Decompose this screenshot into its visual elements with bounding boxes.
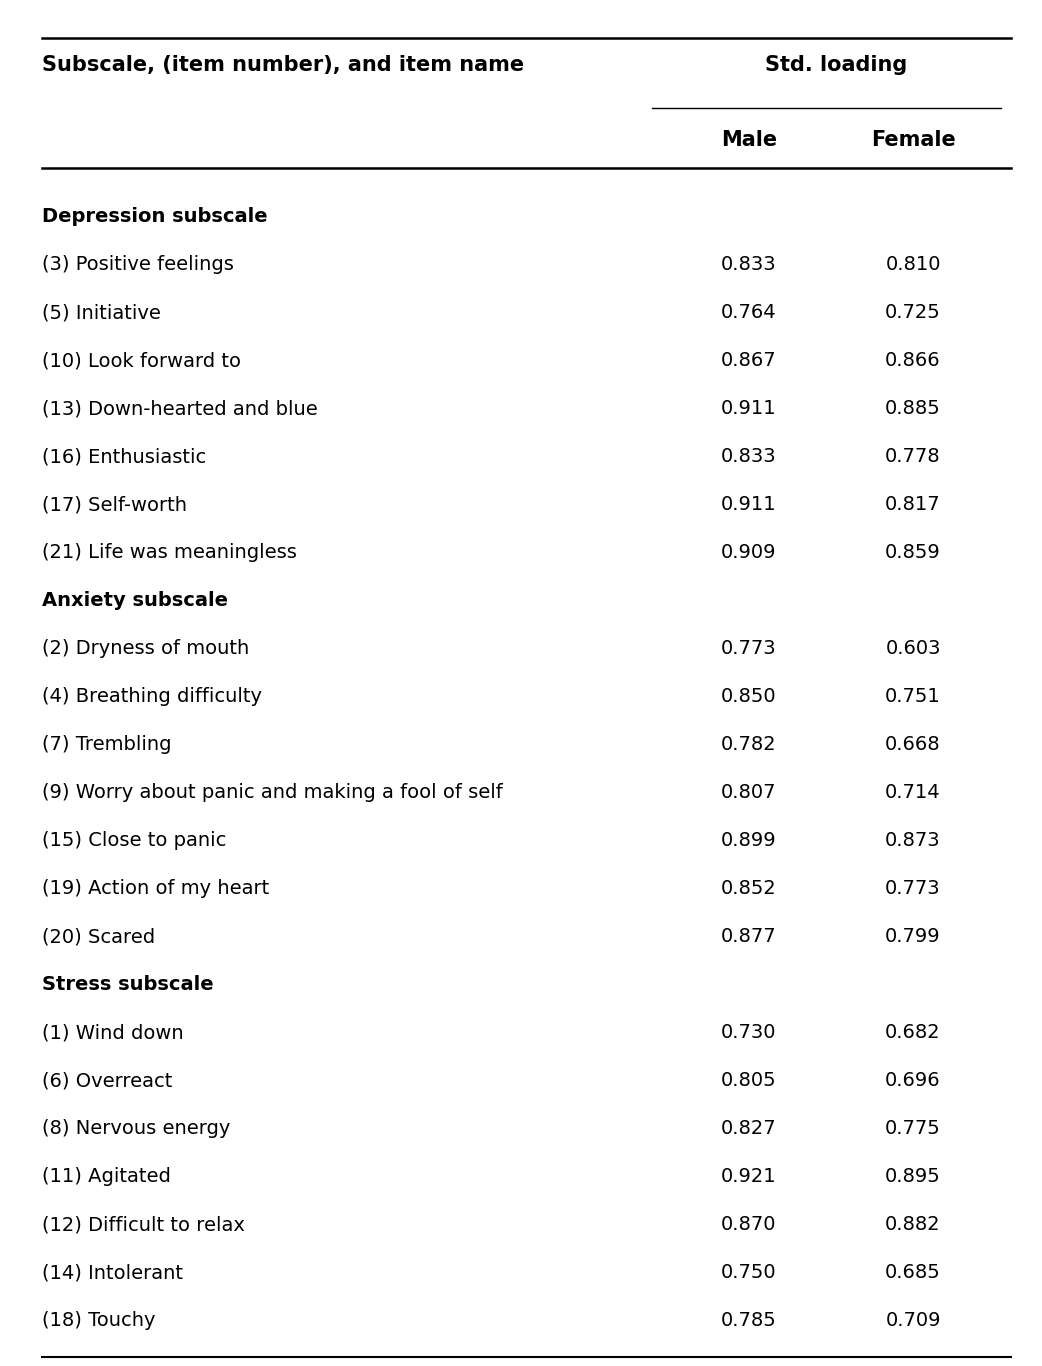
Text: 0.899: 0.899 [721, 831, 776, 850]
Text: 0.911: 0.911 [721, 399, 776, 418]
Text: Female: Female [871, 130, 956, 150]
Text: 0.850: 0.850 [721, 687, 776, 706]
Text: (21) Life was meaningless: (21) Life was meaningless [42, 544, 297, 561]
Text: 0.833: 0.833 [721, 447, 776, 466]
Text: (2) Dryness of mouth: (2) Dryness of mouth [42, 639, 249, 658]
Text: 0.773: 0.773 [721, 639, 776, 658]
Text: 0.870: 0.870 [721, 1216, 776, 1233]
Text: 0.873: 0.873 [886, 831, 941, 850]
Text: 0.685: 0.685 [885, 1264, 941, 1283]
Text: 0.709: 0.709 [886, 1311, 941, 1330]
Text: 0.833: 0.833 [721, 255, 776, 275]
Text: (9) Worry about panic and making a fool of self: (9) Worry about panic and making a fool … [42, 783, 502, 802]
Text: 0.885: 0.885 [885, 399, 941, 418]
Text: (10) Look forward to: (10) Look forward to [42, 351, 241, 370]
Text: 0.730: 0.730 [721, 1023, 776, 1042]
Text: Male: Male [721, 130, 777, 150]
Text: (4) Breathing difficulty: (4) Breathing difficulty [42, 687, 262, 706]
Text: 0.782: 0.782 [721, 735, 776, 754]
Text: (16) Enthusiastic: (16) Enthusiastic [42, 447, 206, 466]
Text: Std. loading: Std. loading [765, 55, 908, 75]
Text: (18) Touchy: (18) Touchy [42, 1311, 155, 1330]
Text: (7) Trembling: (7) Trembling [42, 735, 171, 754]
Text: 0.751: 0.751 [885, 687, 941, 706]
Text: (3) Positive feelings: (3) Positive feelings [42, 255, 233, 275]
Text: 0.778: 0.778 [886, 447, 941, 466]
Text: 0.882: 0.882 [886, 1216, 941, 1233]
Text: (5) Initiative: (5) Initiative [42, 303, 160, 322]
Text: (1) Wind down: (1) Wind down [42, 1023, 183, 1042]
Text: 0.805: 0.805 [721, 1071, 776, 1090]
Text: 0.807: 0.807 [721, 783, 776, 802]
Text: 0.911: 0.911 [721, 494, 776, 514]
Text: 0.682: 0.682 [886, 1023, 941, 1042]
Text: (19) Action of my heart: (19) Action of my heart [42, 880, 269, 897]
Text: 0.773: 0.773 [886, 880, 941, 897]
Text: 0.750: 0.750 [721, 1264, 776, 1283]
Text: (6) Overreact: (6) Overreact [42, 1071, 172, 1090]
Text: 0.714: 0.714 [886, 783, 941, 802]
Text: (8) Nervous energy: (8) Nervous energy [42, 1119, 230, 1138]
Text: (11) Agitated: (11) Agitated [42, 1167, 171, 1186]
Text: (15) Close to panic: (15) Close to panic [42, 831, 226, 850]
Text: (12) Difficult to relax: (12) Difficult to relax [42, 1216, 245, 1233]
Text: 0.909: 0.909 [721, 544, 776, 561]
Text: Stress subscale: Stress subscale [42, 975, 214, 994]
Text: 0.852: 0.852 [721, 880, 777, 897]
Text: Depression subscale: Depression subscale [42, 208, 268, 227]
Text: 0.799: 0.799 [886, 928, 941, 947]
Text: (17) Self-worth: (17) Self-worth [42, 494, 187, 514]
Text: (14) Intolerant: (14) Intolerant [42, 1264, 182, 1283]
Text: 0.603: 0.603 [886, 639, 941, 658]
Text: 0.921: 0.921 [721, 1167, 776, 1186]
Text: Anxiety subscale: Anxiety subscale [42, 591, 228, 611]
Text: 0.866: 0.866 [886, 351, 941, 370]
Text: 0.696: 0.696 [886, 1071, 941, 1090]
Text: Subscale, (item number), and item name: Subscale, (item number), and item name [42, 55, 524, 75]
Text: (20) Scared: (20) Scared [42, 928, 155, 947]
Text: 0.785: 0.785 [721, 1311, 777, 1330]
Text: 0.668: 0.668 [886, 735, 941, 754]
Text: 0.817: 0.817 [886, 494, 941, 514]
Text: 0.810: 0.810 [886, 255, 941, 275]
Text: (13) Down-hearted and blue: (13) Down-hearted and blue [42, 399, 318, 418]
Text: 0.859: 0.859 [885, 544, 941, 561]
Text: 0.877: 0.877 [721, 928, 776, 947]
Text: 0.775: 0.775 [885, 1119, 941, 1138]
Text: 0.764: 0.764 [721, 303, 776, 322]
Text: 0.867: 0.867 [721, 351, 776, 370]
Text: 0.827: 0.827 [721, 1119, 776, 1138]
Text: 0.725: 0.725 [885, 303, 941, 322]
Text: 0.895: 0.895 [885, 1167, 941, 1186]
